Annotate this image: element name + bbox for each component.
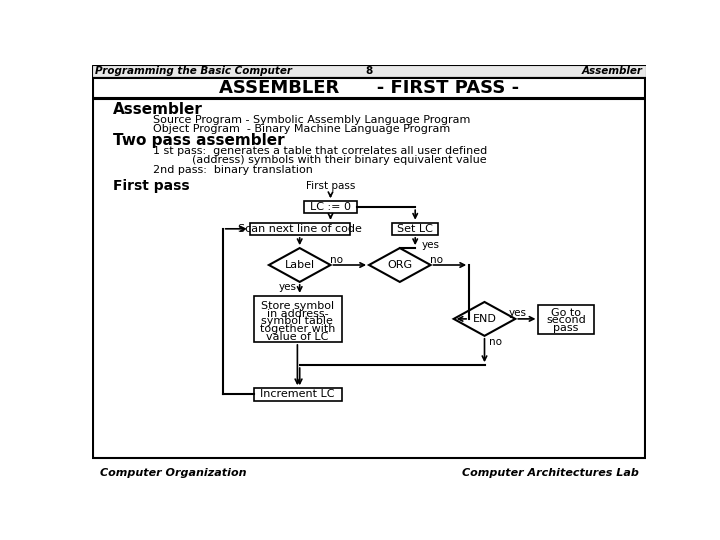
Text: Set LC: Set LC [397, 224, 433, 234]
Text: Object Program  - Binary Machine Language Program: Object Program - Binary Machine Language… [153, 125, 451, 134]
Text: Programming the Basic Computer: Programming the Basic Computer [95, 66, 292, 76]
Text: LC := 0: LC := 0 [310, 202, 351, 212]
Text: Go to: Go to [551, 308, 581, 318]
Bar [253, 388, 342, 401]
Text: ORG: ORG [387, 260, 413, 270]
Text: yes: yes [421, 240, 439, 250]
Text: First pass: First pass [113, 179, 190, 193]
Text: Two pass assembler: Two pass assembler [113, 133, 285, 148]
Text: Computer Organization: Computer Organization [99, 468, 246, 478]
Text: Store symbol: Store symbol [261, 301, 334, 311]
Polygon shape [454, 302, 516, 336]
Bar [250, 222, 350, 235]
Bar [539, 305, 594, 334]
Text: Source Program - Symbolic Assembly Language Program: Source Program - Symbolic Assembly Langu… [153, 115, 471, 125]
Polygon shape [369, 248, 431, 282]
Text: Scan next line of code: Scan next line of code [238, 224, 361, 234]
Text: no: no [489, 337, 502, 347]
Text: 1 st pass:  generates a table that correlates all user defined: 1 st pass: generates a table that correl… [153, 146, 487, 156]
Bar [253, 296, 342, 342]
Text: in address-: in address- [266, 308, 328, 319]
Text: First pass: First pass [306, 181, 355, 192]
Text: Assembler: Assembler [582, 66, 643, 76]
Text: Label: Label [284, 260, 315, 270]
Bar [92, 65, 647, 77]
Text: yes: yes [508, 308, 526, 318]
Text: yes: yes [279, 281, 297, 292]
Bar [304, 201, 357, 213]
Text: Computer Architectures Lab: Computer Architectures Lab [462, 468, 639, 478]
Text: together with: together with [260, 324, 335, 334]
Text: no: no [330, 255, 343, 265]
Polygon shape [269, 248, 330, 282]
Text: pass: pass [554, 323, 579, 333]
Text: value of LC: value of LC [266, 332, 328, 342]
Text: 2nd pass:  binary translation: 2nd pass: binary translation [153, 165, 313, 174]
Text: Increment LC: Increment LC [260, 389, 335, 400]
Text: no: no [431, 255, 444, 265]
Text: Assembler: Assembler [113, 102, 203, 117]
Text: symbol table: symbol table [261, 316, 333, 326]
Text: ASSEMBLER      - FIRST PASS -: ASSEMBLER - FIRST PASS - [219, 79, 519, 97]
Text: second: second [546, 315, 586, 326]
Text: (address) symbols with their binary equivalent value: (address) symbols with their binary equi… [192, 156, 487, 165]
Text: END: END [472, 314, 496, 324]
Bar [94, 99, 644, 457]
Text: 8: 8 [365, 66, 373, 76]
Bar [94, 78, 644, 98]
Bar [392, 222, 438, 235]
